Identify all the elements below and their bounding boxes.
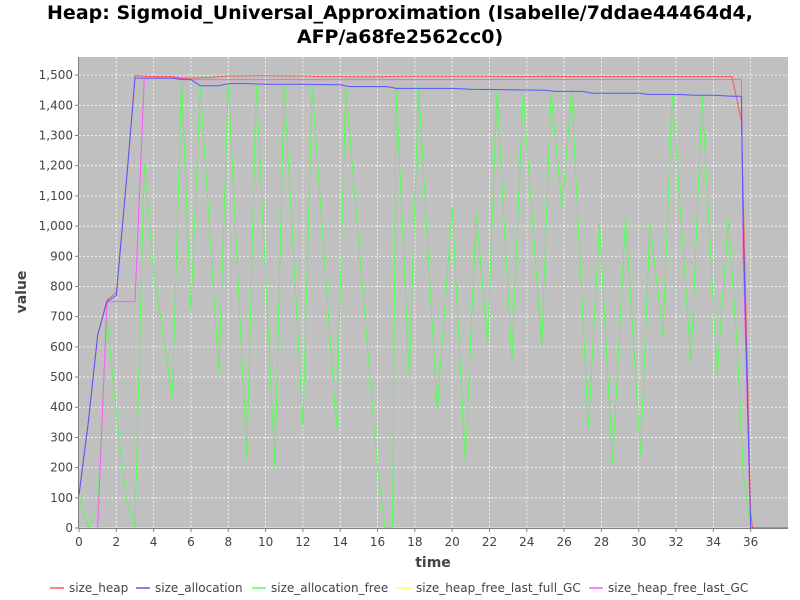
- chart-title-line-1: Heap: Sigmoid_Universal_Approximation (I…: [47, 2, 753, 24]
- x-tick-label: 22: [482, 535, 497, 549]
- x-tick-label: 28: [594, 535, 609, 549]
- x-tick-label: 14: [333, 535, 348, 549]
- y-tick-label: 600: [50, 340, 73, 354]
- x-tick-label: 6: [187, 535, 195, 549]
- x-tick-label: 16: [370, 535, 385, 549]
- x-tick-label: 2: [112, 535, 120, 549]
- legend-label: size_allocation_free: [271, 581, 388, 595]
- x-tick-label: 36: [743, 535, 758, 549]
- x-tick-label: 8: [224, 535, 232, 549]
- x-tick-label: 24: [519, 535, 534, 549]
- legend-label: size_heap: [69, 581, 128, 595]
- x-tick-label: 32: [668, 535, 683, 549]
- legend-label: size_heap_free_last_GC: [608, 581, 748, 595]
- y-tick-label: 700: [50, 310, 73, 324]
- y-tick-label: 900: [50, 249, 73, 263]
- x-tick-label: 10: [258, 535, 273, 549]
- y-tick-label: 1,400: [39, 98, 73, 112]
- x-axis-label: time: [415, 555, 451, 571]
- legend-label: size_heap_free_last_full_GC: [416, 581, 581, 595]
- series-line-size-allocation: [78, 77, 788, 529]
- x-tick-label: 20: [445, 535, 460, 549]
- grid-lines: [79, 57, 788, 528]
- x-tick-label: 0: [75, 535, 83, 549]
- x-tick-labels: 0 2 4 6 8 10 12 14 16 18 20 22 24 26 28 30 32 34 36: [75, 528, 758, 549]
- y-tick-label: 200: [50, 461, 73, 475]
- x-tick-label: 4: [150, 535, 158, 549]
- y-tick-label: 1,500: [39, 68, 73, 82]
- y-tick-label: 800: [50, 279, 73, 293]
- y-tick-label: 400: [50, 400, 73, 414]
- y-tick-label: 0: [65, 521, 73, 535]
- y-axis-label: value: [14, 271, 30, 314]
- y-tick-labels: 0 100 200 300 400 500 600 700 800 900 1,000 1,100 1,…: [39, 68, 79, 535]
- y-tick-label: 1,100: [39, 189, 73, 203]
- chart-title-line-2: AFP/a68fe2562cc0): [296, 26, 504, 48]
- legend-label: size_allocation: [155, 581, 243, 595]
- x-tick-label: 30: [631, 535, 646, 549]
- plot-background: [79, 57, 788, 528]
- y-tick-label: 100: [50, 491, 73, 505]
- x-tick-label: 18: [407, 535, 422, 549]
- x-tick-label: 12: [295, 535, 310, 549]
- series-line-size-allocation-free: [78, 81, 788, 530]
- y-tick-label: 1,300: [39, 129, 73, 143]
- y-tick-label: 500: [50, 370, 73, 384]
- y-tick-label: 300: [50, 430, 73, 444]
- x-tick-label: 26: [556, 535, 571, 549]
- y-tick-label: 1,000: [39, 219, 73, 233]
- x-tick-label: 34: [706, 535, 721, 549]
- y-tick-label: 1,200: [39, 159, 73, 173]
- legend: size_heap size_allocation size_allocation_…: [50, 581, 748, 595]
